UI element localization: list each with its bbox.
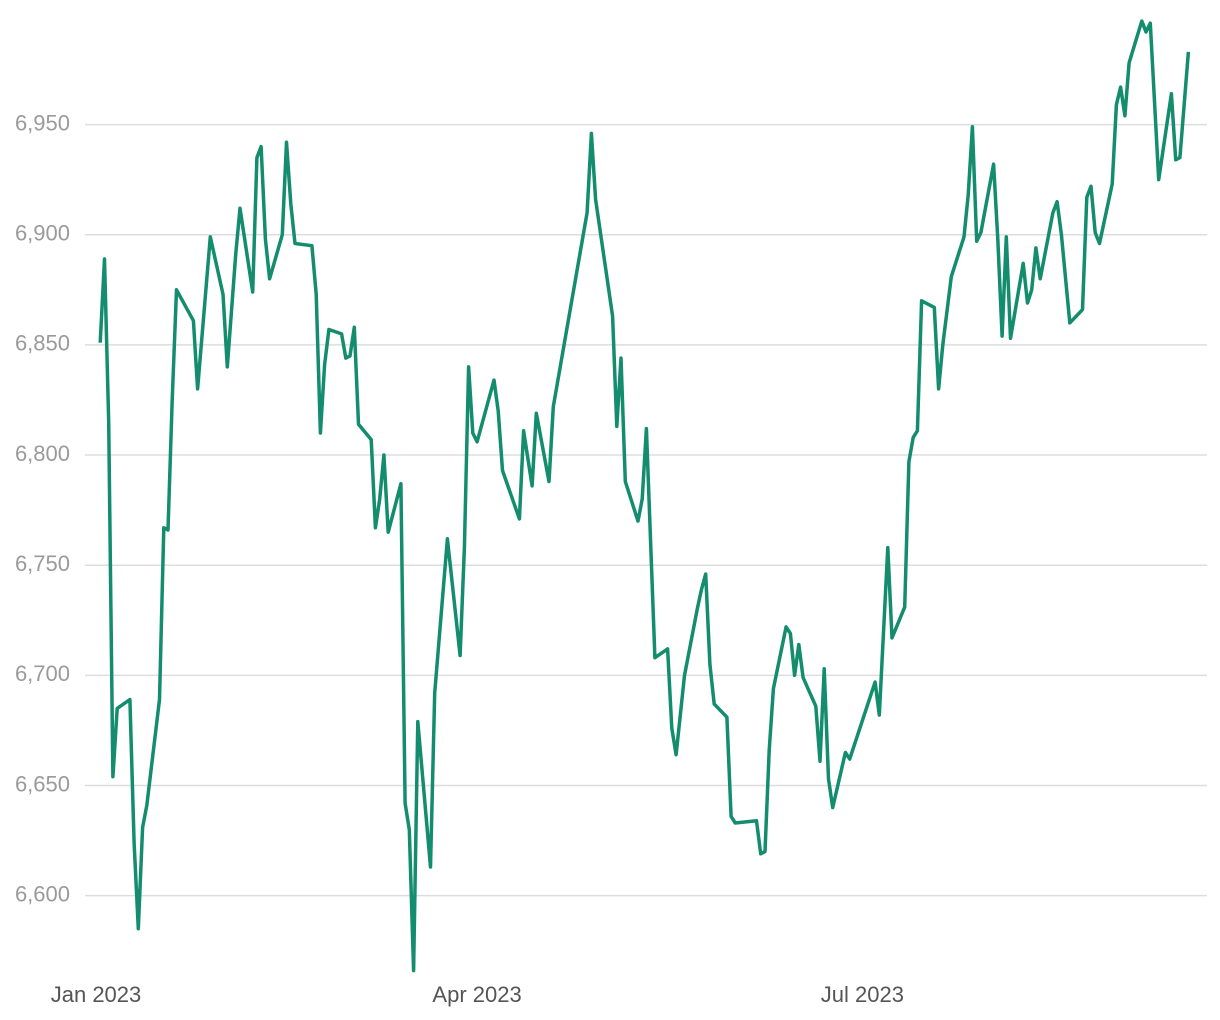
x-tick-label: Apr 2023 bbox=[432, 982, 521, 1007]
y-tick-label: 6,700 bbox=[15, 661, 70, 686]
x-tick-label: Jan 2023 bbox=[51, 982, 142, 1007]
y-tick-label: 6,950 bbox=[15, 110, 70, 135]
y-tick-label: 6,850 bbox=[15, 331, 70, 356]
y-tick-label: 6,800 bbox=[15, 441, 70, 466]
y-tick-label: 6,750 bbox=[15, 551, 70, 576]
data-line bbox=[98, 19, 1191, 973]
y-tick-label: 6,600 bbox=[15, 881, 70, 906]
y-tick-label: 6,650 bbox=[15, 771, 70, 796]
x-tick-label: Jul 2023 bbox=[821, 982, 904, 1007]
y-tick-label: 6,900 bbox=[15, 221, 70, 246]
